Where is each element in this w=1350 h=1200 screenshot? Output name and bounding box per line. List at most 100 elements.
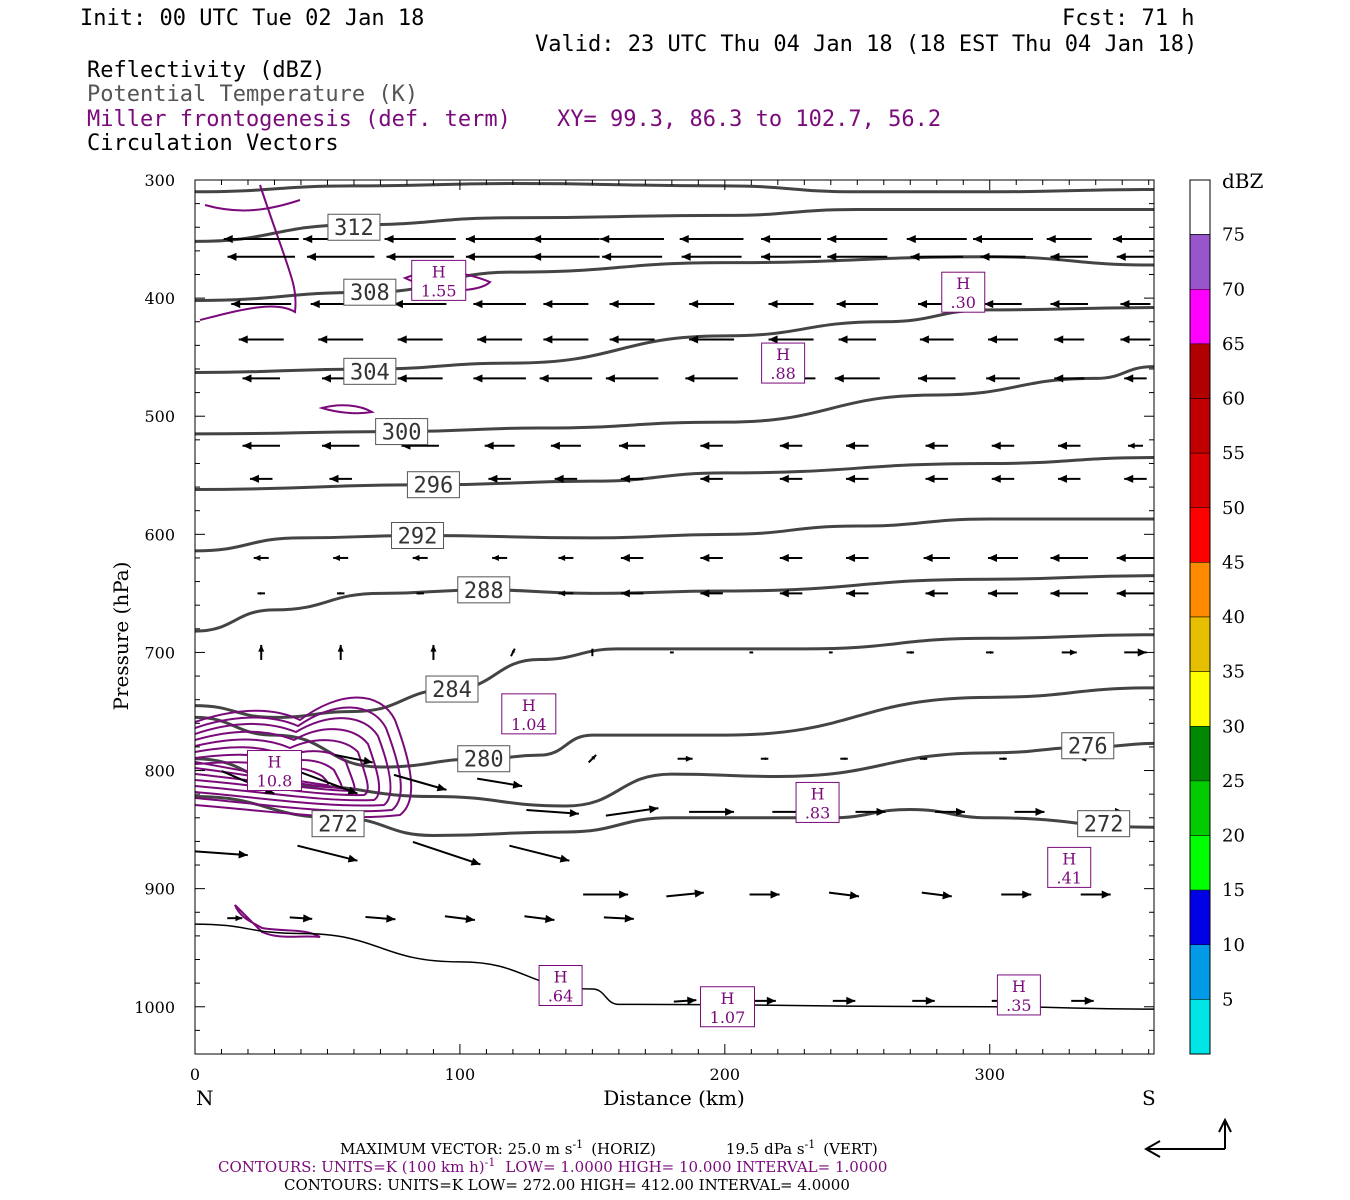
vector-r5-c1-head xyxy=(321,441,331,450)
vector-r5-c0-head xyxy=(242,441,252,450)
vector-low-r3-c0-head xyxy=(569,809,579,818)
vector-low-r0-c3-head xyxy=(511,648,515,653)
vector-r1-c5-head xyxy=(602,252,612,261)
vector-r1-c6-head xyxy=(681,252,691,261)
vector-r0-c6-head xyxy=(679,235,689,244)
vector-r3-c5-head xyxy=(609,335,619,344)
footer-contours-fronto: CONTOURS: UNITS=K (100 km h)-1 LOW= 1.000… xyxy=(218,1156,887,1177)
vector-r4-c11-head xyxy=(1054,374,1064,383)
vector-r2-c11-head xyxy=(1050,299,1060,309)
theta-label-box-0 xyxy=(327,213,381,241)
theta-label-292-6: 292 xyxy=(398,525,438,550)
colorbar-label-75: 75 xyxy=(1222,225,1245,246)
theta-contours xyxy=(195,182,1154,838)
vector-r3-c4-head xyxy=(543,335,553,344)
fronto-max-value-5: .83 xyxy=(805,803,830,822)
vector-r6-c1-head xyxy=(329,474,339,483)
vector-r1-c4-head xyxy=(532,252,542,261)
theta-label-272-12: 272 xyxy=(318,813,358,838)
colorbar-label-5: 5 xyxy=(1222,989,1233,1010)
vector-r3-c0-head xyxy=(238,335,248,344)
vector-r5-c6-head xyxy=(700,441,710,450)
colorbar-label-60: 60 xyxy=(1222,389,1245,410)
vector-r0-c11-head xyxy=(1046,235,1056,244)
vector-low-r2-c1-head xyxy=(347,786,358,795)
x-tick-label-300: 300 xyxy=(974,1065,1005,1084)
vector-r3-c1-head xyxy=(318,335,328,344)
vector-r7-c1-head xyxy=(333,554,340,561)
colorbar-label-35: 35 xyxy=(1222,662,1245,683)
vector-low-r4-c2-head xyxy=(470,857,481,866)
vector-r0-c9-head xyxy=(906,235,916,244)
vector-r1-c9-head xyxy=(910,252,920,261)
vector-r2-c2-head xyxy=(393,299,403,309)
vector-r3-c9-head xyxy=(919,335,929,344)
vector-low-r5-c1-head xyxy=(694,889,704,898)
colorbar-swatch-40 xyxy=(1189,616,1211,672)
vector-r6-c11-head xyxy=(1057,474,1067,483)
field-label-frontogenesis: Miller frontogenesis (def. term) xyxy=(87,107,511,132)
max-vector-vert-value: 19.5 dPa s xyxy=(726,1140,805,1158)
vector-r2-c1-head xyxy=(310,299,320,309)
vector-low-r6-c3-head xyxy=(465,914,475,923)
fronto-max-label-0: H xyxy=(267,753,281,772)
vector-r7-c2-head xyxy=(412,554,420,561)
theta-contour-308-2 xyxy=(195,255,1154,302)
contours1-rest: LOW= 1.0000 HIGH= 10.000 INTERVAL= 1.000… xyxy=(505,1158,887,1176)
field-label-theta: Potential Temperature (K) xyxy=(87,82,418,107)
plot-frame xyxy=(194,179,1155,1055)
fronto-max-value-4: 1.04 xyxy=(511,715,547,734)
fronto-max-label-1: H xyxy=(432,262,446,281)
fronto-max-value-1: 1.55 xyxy=(421,281,457,300)
south-label: S xyxy=(1142,1086,1156,1110)
field-label-reflectivity: Reflectivity (dBZ) xyxy=(87,58,325,83)
vector-low-r3-c6-head xyxy=(1035,807,1045,816)
colorbar-top-blank xyxy=(1189,179,1211,236)
colorbar-label-65: 65 xyxy=(1222,334,1245,355)
fronto-max-value-3: .88 xyxy=(770,364,795,383)
vector-r0-c2-head xyxy=(384,235,394,244)
max-vector-exp-2: -1 xyxy=(805,1138,816,1151)
fronto-max-value-7: .64 xyxy=(548,986,573,1005)
vector-r0-c8-head xyxy=(827,235,837,244)
vector-low-r1-c6-head xyxy=(923,757,928,761)
vector-r7-c6-head xyxy=(700,553,710,562)
fronto-max-value-9: .35 xyxy=(1006,996,1031,1015)
fronto-max-box-7 xyxy=(538,964,583,1006)
theta-label-box-2 xyxy=(343,278,397,306)
vector-r8-c1-head xyxy=(336,591,341,595)
colorbar-label-50: 50 xyxy=(1222,498,1245,519)
theta-label-280-9: 280 xyxy=(464,748,504,773)
vector-low-r1-c2-head xyxy=(591,754,597,760)
vector-r2-c4-head xyxy=(543,299,553,309)
theta-label-box-4 xyxy=(375,418,429,446)
vector-r5-c4-head xyxy=(550,441,560,450)
vector-r5-c12-head xyxy=(1127,442,1135,449)
max-vector-prefix: MAXIMUM VECTOR: 25.0 m s xyxy=(340,1140,572,1158)
vector-low-r0-c4-head xyxy=(590,648,594,653)
vector-r6-c9-head xyxy=(925,474,935,483)
vector-low-r5-c3-head xyxy=(849,891,860,900)
colorbar-label-25: 25 xyxy=(1222,771,1245,792)
vector-r4-c6-head xyxy=(685,374,695,383)
fronto-contour-mid xyxy=(318,404,375,415)
fronto-max-box-1 xyxy=(411,259,467,301)
theta-label-box-12 xyxy=(311,810,365,838)
x-tick-label-0: 0 xyxy=(190,1065,200,1084)
vector-low-r0-c10-head xyxy=(1069,649,1077,656)
fronto-max-label-2: H xyxy=(956,274,970,293)
vector-r3-c3-head xyxy=(477,335,487,344)
vector-low-r0-c6-head xyxy=(751,651,754,654)
vector-r0-c10-head xyxy=(972,235,982,244)
vector-low-r0-c7-head xyxy=(830,651,833,654)
vector-r1-c12-head xyxy=(1116,252,1126,261)
vector-r5-c11-head xyxy=(1057,441,1067,450)
y-tick-label-1000: 1000 xyxy=(134,998,175,1017)
fronto-max-label-5: H xyxy=(811,784,825,803)
vector-r3-c11-head xyxy=(1054,335,1064,344)
vector-r7-c7-head xyxy=(779,553,789,562)
vector-low-r7-c2-head xyxy=(846,996,856,1005)
theta-label-296-5: 296 xyxy=(414,474,454,499)
vector-r1-c11-head xyxy=(1050,252,1060,261)
